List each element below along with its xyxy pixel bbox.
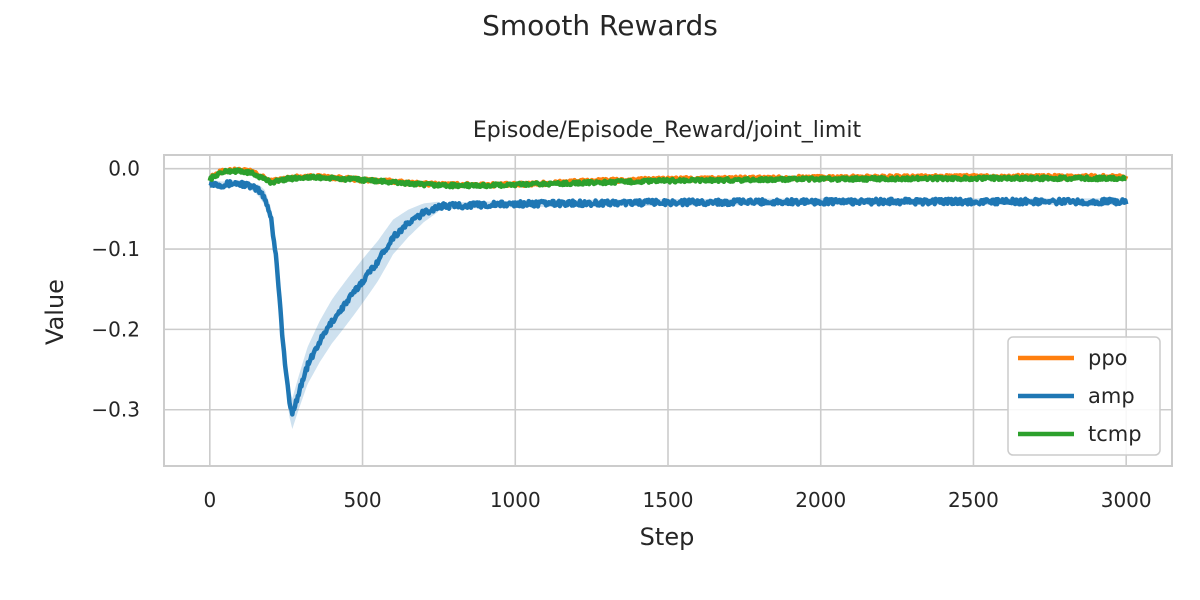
plot-area [163,154,1173,467]
y-tick-label: 0.0 [108,157,140,181]
legend-label-amp: amp [1088,384,1135,408]
series-line-tcmp [207,167,1128,190]
legend-label-tcmp: tcmp [1088,422,1142,446]
x-tick-label: 500 [343,488,381,512]
legend: ppo amp tcmp [1007,336,1161,456]
y-tick-label: −0.2 [91,317,140,341]
x-tick-label: 2000 [795,488,846,512]
legend-label-ppo: ppo [1088,346,1128,370]
y-axis-label: Value [41,279,69,345]
x-tick-label: 1000 [490,488,541,512]
x-tick-label: 2500 [948,488,999,512]
series-line-amp [208,179,1129,417]
legend-box [1007,336,1161,456]
y-axis-ticks: 0.0 −0.1 −0.2 −0.3 [91,157,140,422]
axes-frame [163,154,1173,467]
figure-title: Smooth Rewards [482,9,718,42]
y-tick-label: −0.3 [91,398,140,422]
chart-title: Episode/Episode_Reward/joint_limit [473,118,862,143]
x-tick-label: 0 [203,488,216,512]
x-tick-label: 1500 [643,488,694,512]
x-axis-label: Step [640,523,695,551]
x-axis-ticks: 0 500 1000 1500 2000 2500 3000 [203,488,1151,512]
x-tick-label: 3000 [1101,488,1152,512]
y-tick-label: −0.1 [91,237,140,261]
series-layer [207,166,1129,429]
